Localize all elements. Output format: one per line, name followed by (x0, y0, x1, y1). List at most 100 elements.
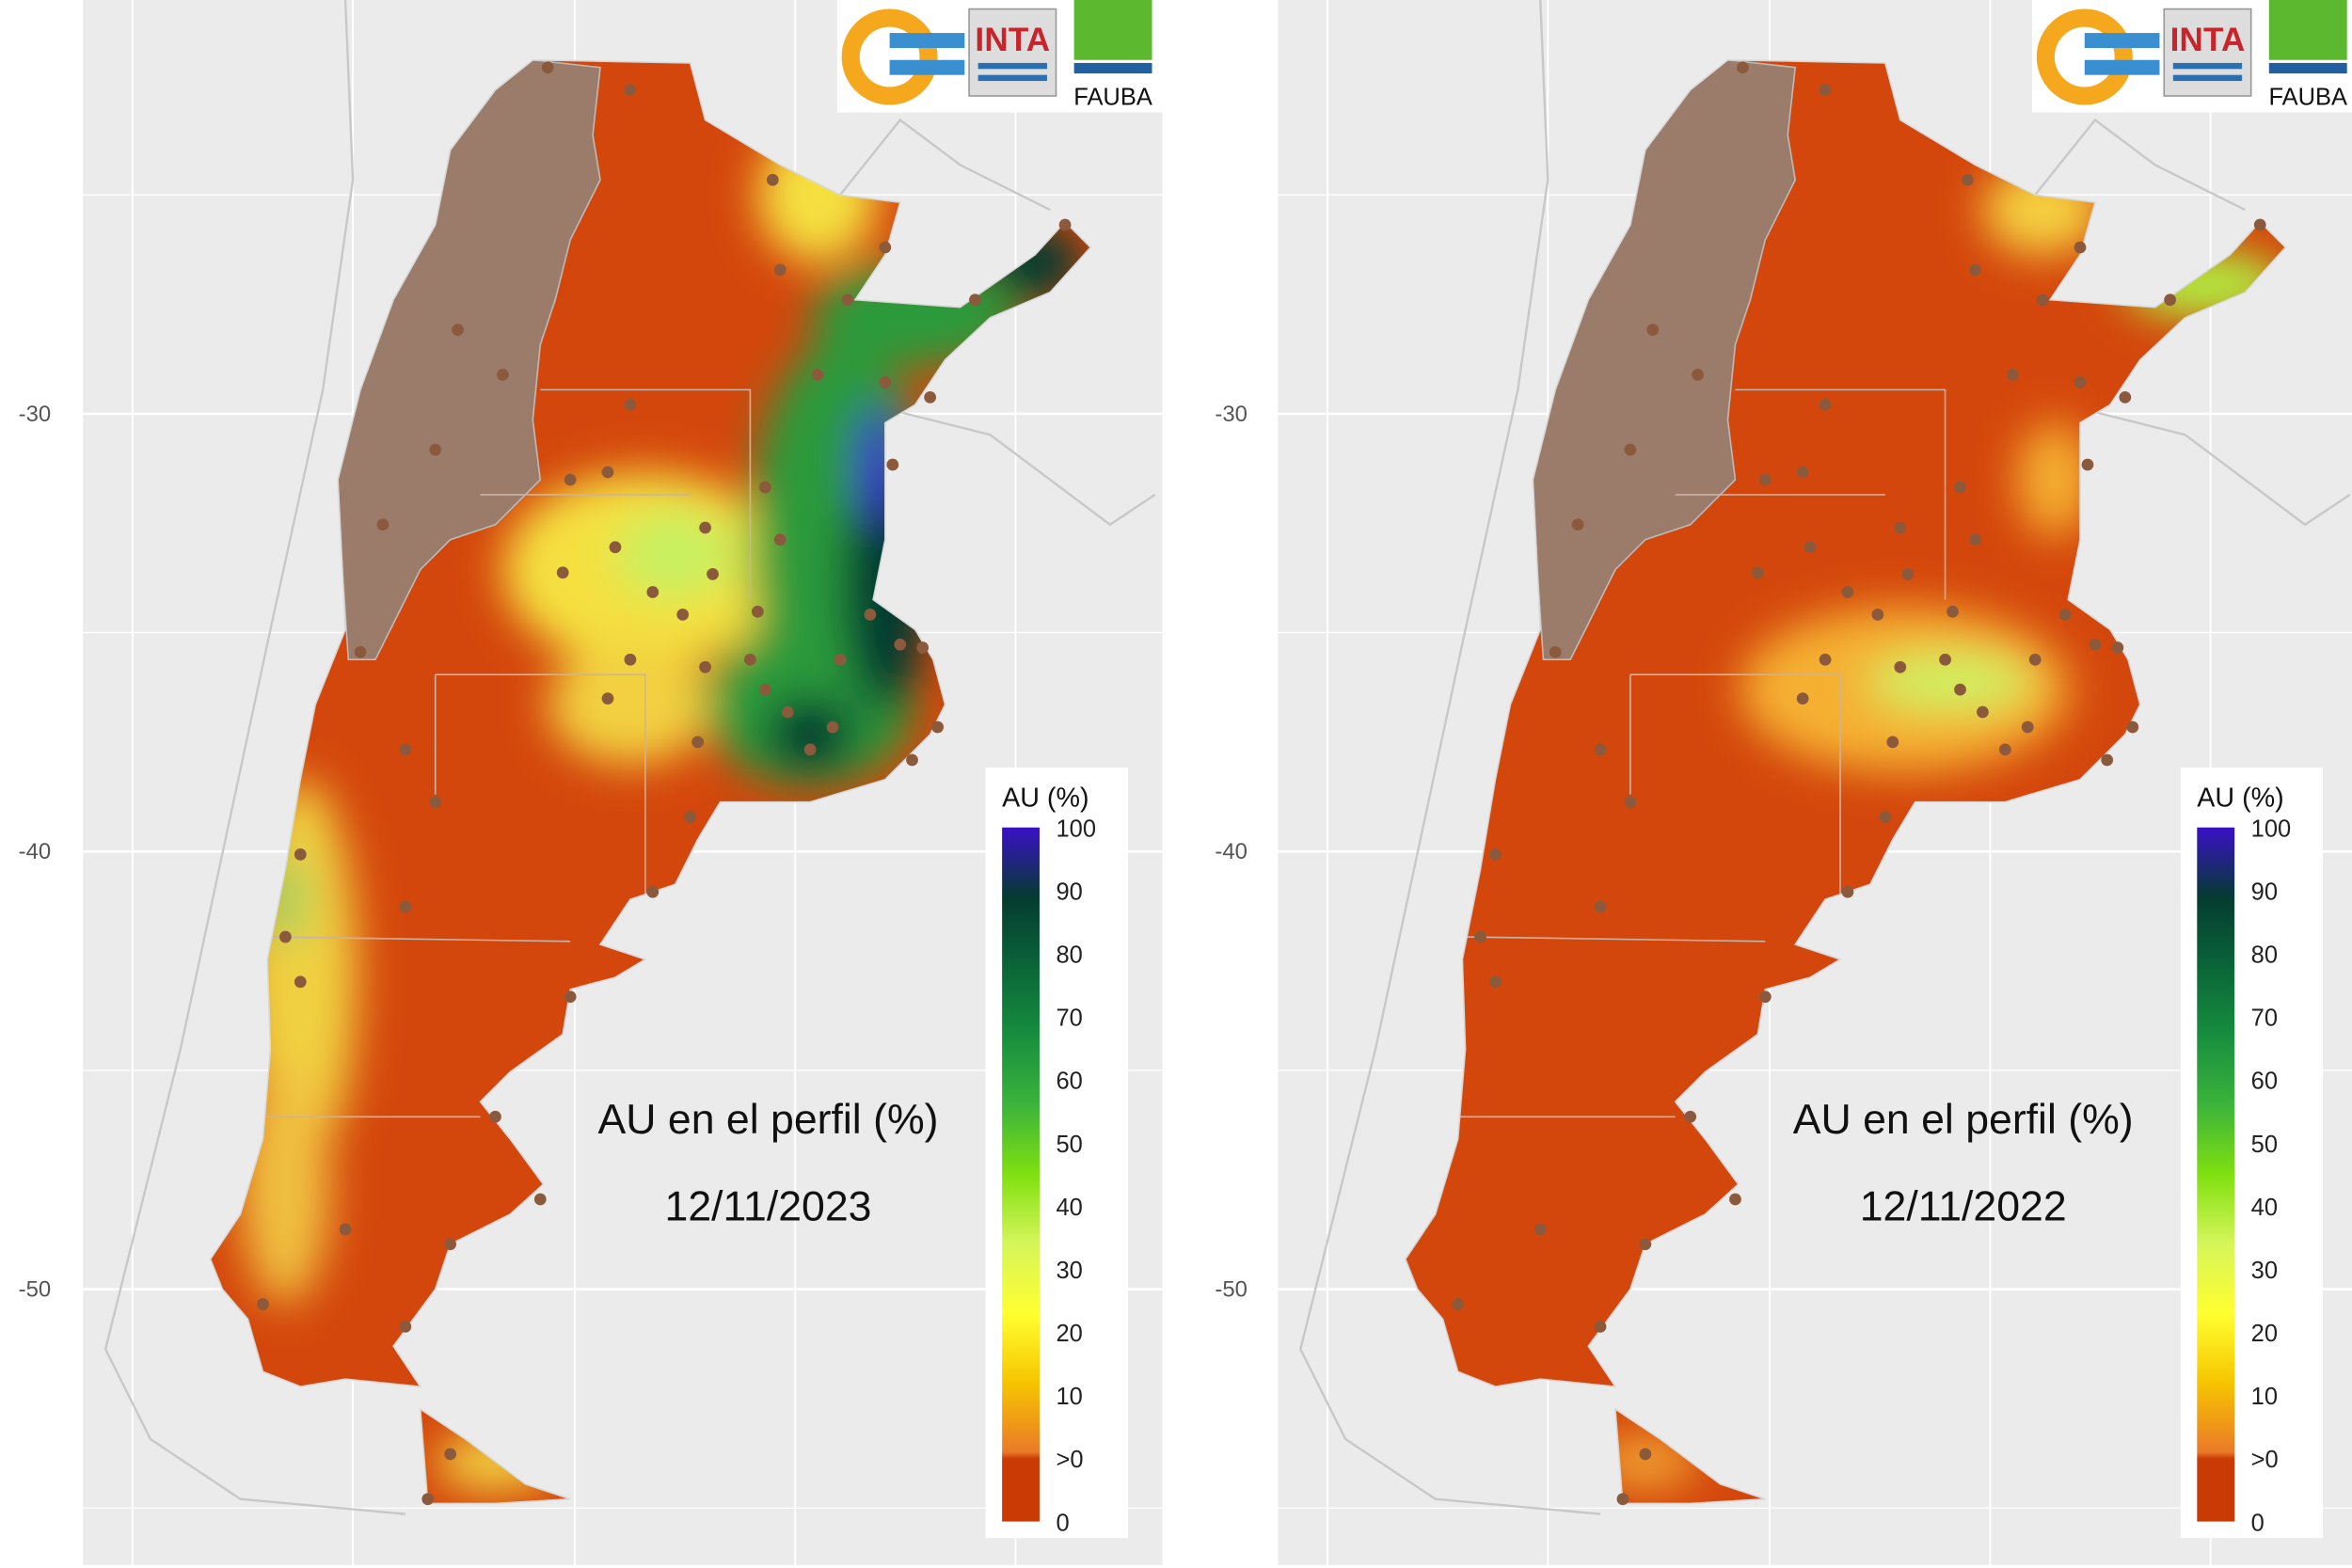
weather-station-dot (339, 1223, 352, 1236)
legend-tick-label: 10 (1057, 1384, 1083, 1410)
weather-station-dot (564, 990, 577, 1004)
chile-border (103, 0, 405, 1515)
logos: INTA FAUBA (836, 0, 1163, 113)
weather-station-dot (376, 518, 389, 531)
weather-station-dot (826, 721, 839, 734)
weather-station-dot (2021, 721, 2034, 734)
weather-station-dot (1901, 568, 1915, 580)
y-axis-tick-label: -40 (1215, 839, 1248, 864)
weather-station-dot (1646, 324, 1660, 336)
weather-station-dot (766, 173, 779, 186)
weather-station-dot (676, 609, 690, 621)
weather-station-dot (751, 605, 764, 618)
weather-station-dot (1616, 1493, 1629, 1506)
weather-station-dot (354, 645, 367, 658)
weather-station-dot (1977, 705, 1989, 719)
water-logo-icon (841, 8, 965, 105)
weather-station-dot (2253, 218, 2266, 231)
weather-station-dot (1534, 1223, 1547, 1236)
legend-tick-label: 80 (1057, 942, 1083, 968)
weather-station-dot (1947, 605, 1959, 618)
weather-station-dot (257, 1298, 269, 1310)
weather-station-dot (803, 743, 817, 756)
y-axis-tick-label: -40 (19, 839, 52, 864)
color-legend: AU (%) 100 90 80 70 60 50 40 30 20 10 >0 0 (2180, 767, 2324, 1539)
weather-station-dot (1692, 369, 1704, 381)
weather-station-dot (452, 324, 464, 336)
weather-station-dot (2074, 241, 2087, 254)
map-panel-1: -30 -40 -50 AU en el perfil (%) 12/11/2023 AU… (19, 0, 1163, 1565)
weather-station-dot (886, 458, 899, 471)
weather-station-dot (497, 369, 509, 381)
weather-station-dot (879, 376, 892, 388)
weather-station-dot (444, 1238, 457, 1251)
weather-station-dot (1624, 443, 1637, 456)
weather-station-dot (646, 586, 660, 598)
weather-station-dot (781, 705, 794, 719)
weather-station-dot (556, 566, 569, 579)
province-borders (262, 388, 752, 1118)
weather-station-dot (1594, 1321, 1607, 1333)
legend-tick-label: 80 (2251, 942, 2278, 968)
weather-station-dot (624, 398, 637, 411)
weather-station-dot (278, 930, 292, 943)
legend-colorbar (1002, 827, 1040, 1522)
legend-colorbar (2197, 827, 2235, 1522)
weather-station-dot (2164, 293, 2176, 307)
weather-station-dot (1819, 653, 1832, 666)
weather-station-dot (1998, 743, 2011, 756)
map-panel-2: -30 -40 -50 AU en el perfil (%) 12/11/2022 AU… (1215, 0, 2352, 1565)
weather-station-dot (564, 473, 577, 486)
weather-station-dot (1737, 61, 1749, 74)
color-legend: AU (%) 100 90 80 70 60 50 40 30 20 10 >0 0 (985, 767, 1129, 1539)
weather-station-dot (1639, 1238, 1652, 1251)
weather-station-dot (2119, 390, 2132, 404)
weather-station-dot (1474, 930, 1486, 943)
legend-tick-label: 70 (1057, 1006, 1083, 1032)
weather-station-dot (773, 533, 787, 546)
weather-station-dot (811, 369, 824, 381)
weather-station-dot (758, 683, 771, 696)
weather-station-dot (1571, 518, 1584, 531)
weather-station-dot (1796, 466, 1809, 479)
legend-tick-label: 100 (2251, 816, 2292, 842)
legend-tick-label: 40 (2251, 1195, 2278, 1221)
weather-station-dot (1819, 84, 1832, 96)
fauba-logo-icon: FAUBA (2268, 0, 2347, 111)
weather-station-dot (773, 263, 787, 277)
weather-station-dot (2089, 638, 2102, 651)
weather-station-dot (1879, 811, 1892, 823)
legend-tick-label: 100 (1057, 816, 1097, 842)
svg-text:FAUBA: FAUBA (2268, 85, 2347, 111)
inta-logo-icon: INTA (968, 8, 1057, 97)
legend-tick-label: 50 (1057, 1132, 1083, 1158)
map-title: AU en el perfil (%) (598, 1097, 939, 1143)
weather-station-dot (429, 443, 442, 456)
weather-station-dot (1751, 566, 1764, 579)
weather-station-dot (1954, 481, 1966, 494)
weather-station-dot (601, 692, 614, 705)
weather-station-dot (916, 641, 930, 654)
legend-tick-label: >0 (2251, 1447, 2279, 1473)
legend-title: AU (%) (1002, 783, 1089, 813)
y-axis-tick-label: -30 (1215, 402, 1248, 427)
weather-station-dot (1058, 218, 1072, 231)
province-borders (1457, 388, 1947, 1118)
weather-station-dot (1594, 900, 1607, 913)
legend-tick-label: 70 (2251, 1006, 2278, 1032)
weather-station-dot (294, 848, 307, 861)
fauba-logo-icon: FAUBA (1073, 0, 1152, 111)
legend-tick-label: 60 (2251, 1069, 2278, 1095)
weather-station-dot (758, 481, 771, 494)
legend-tick-label: 0 (1057, 1510, 1070, 1536)
legend-tick-label: 30 (2251, 1258, 2278, 1284)
weather-station-dot (1729, 1193, 1741, 1206)
weather-station-dot (906, 753, 918, 767)
weather-station-dot (1939, 653, 1951, 666)
svg-text:FAUBA: FAUBA (1073, 85, 1152, 111)
weather-station-dot (707, 568, 719, 580)
moisture-zone (614, 509, 736, 600)
weather-station-dot (691, 736, 704, 749)
legend-tick-label: 30 (1057, 1258, 1083, 1284)
map-date: 12/11/2023 (665, 1183, 872, 1229)
